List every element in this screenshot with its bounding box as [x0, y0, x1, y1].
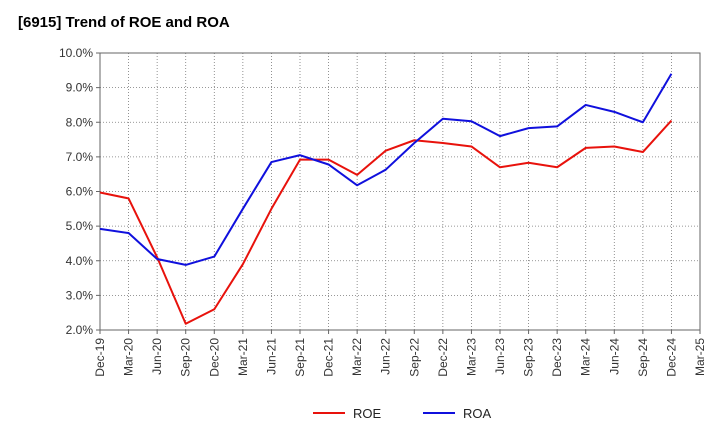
series-line-roe	[99, 119, 673, 325]
x-tick-label: Mar-20	[122, 338, 136, 376]
x-tick-label: Sep-23	[522, 338, 536, 377]
axis-layer: 2.0% 3.0% 4.0% 5.0% 6.0% 7.0% 8.0% 9.0% 10.0% Dec…	[59, 46, 707, 377]
x-tick-label: Jun-21	[264, 338, 278, 375]
grid-layer	[99, 52, 701, 331]
y-tick-label: 6.0%	[66, 185, 94, 199]
y-tick-label: 7.0%	[66, 150, 94, 164]
series-layer	[99, 73, 673, 325]
x-tick-label: Jun-22	[379, 338, 393, 375]
x-tick-label: Mar-25	[693, 338, 707, 376]
legend: ROE ROA	[313, 406, 492, 421]
x-tick-label: Jun-20	[150, 338, 164, 375]
x-tick-label: Sep-22	[407, 338, 421, 377]
x-tick-label: Dec-19	[93, 338, 107, 377]
x-tick-label: Dec-21	[322, 338, 336, 377]
x-tick-label: Jun-24	[607, 338, 621, 375]
legend-label-roe: ROE	[353, 406, 382, 421]
chart-title: [6915] Trend of ROE and ROA	[18, 14, 230, 31]
x-tick-label: Dec-23	[550, 338, 564, 377]
y-tick-label: 8.0%	[66, 115, 94, 129]
x-tick-label: Mar-23	[464, 338, 478, 376]
x-tick-label: Sep-20	[179, 338, 193, 377]
x-tick-label: Dec-24	[664, 338, 678, 377]
y-tick-label: 10.0%	[59, 46, 93, 60]
x-tick-label: Mar-21	[236, 338, 250, 376]
series-line-roa	[99, 73, 673, 266]
y-tick-label: 9.0%	[66, 81, 94, 95]
legend-label-roa: ROA	[463, 406, 492, 421]
x-tick-label: Dec-22	[436, 338, 450, 377]
x-tick-label: Jun-23	[493, 338, 507, 375]
y-tick-label: 3.0%	[66, 288, 94, 302]
y-tick-label: 2.0%	[66, 323, 94, 337]
x-tick-label: Mar-22	[350, 338, 364, 376]
y-tick-label: 4.0%	[66, 254, 94, 268]
x-tick-label: Sep-21	[293, 338, 307, 377]
x-tick-label: Dec-20	[207, 338, 221, 377]
y-tick-label: 5.0%	[66, 219, 94, 233]
x-tick-label: Mar-24	[579, 338, 593, 376]
x-tick-label: Sep-24	[636, 338, 650, 377]
